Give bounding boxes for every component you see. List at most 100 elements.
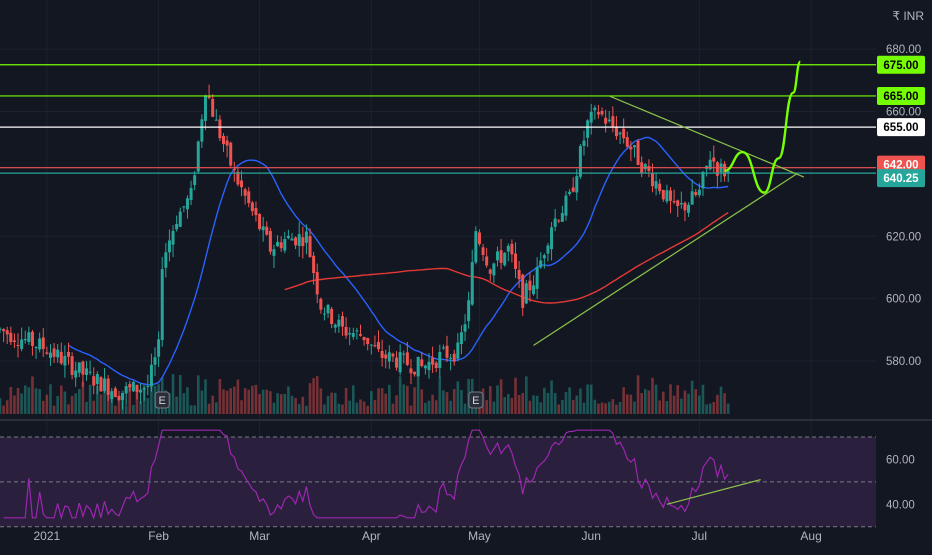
volume-bar xyxy=(694,389,698,414)
volume-bar xyxy=(716,394,719,414)
x-tick-label: 2021 xyxy=(34,529,61,543)
candle-body xyxy=(416,356,420,377)
candle-body xyxy=(380,351,384,358)
volume-bar xyxy=(254,384,258,414)
candle-body xyxy=(265,226,269,235)
volume-bar xyxy=(434,400,438,414)
volume-bar xyxy=(326,395,330,414)
volume-bar xyxy=(283,393,287,414)
candle-body xyxy=(110,391,114,400)
volume-bar xyxy=(132,404,135,414)
volume-bar xyxy=(38,389,41,414)
volume-bar xyxy=(362,401,366,414)
candle-body xyxy=(319,298,323,310)
volume-bar xyxy=(5,400,9,414)
volume-bar xyxy=(193,405,196,414)
candle-body xyxy=(333,324,337,328)
candle-body xyxy=(312,255,316,273)
price-level-tag: 655.00 xyxy=(877,118,925,137)
volume-bar xyxy=(52,405,56,414)
volume-bar xyxy=(189,405,193,414)
volume-bar xyxy=(597,403,600,414)
candle-body xyxy=(0,328,2,330)
candle-body xyxy=(290,238,294,241)
volume-bar xyxy=(377,388,380,414)
candle-body xyxy=(510,243,514,255)
candle-body xyxy=(88,371,92,373)
price-level-tag-box xyxy=(877,86,925,105)
volume-bar xyxy=(222,389,225,414)
volume-bar xyxy=(420,389,424,414)
candle-body xyxy=(128,384,132,388)
candle-body xyxy=(463,324,467,332)
y-tick-label: 580.00 xyxy=(886,356,921,368)
volume-bar xyxy=(269,391,272,414)
rsi-tick-label: 60.00 xyxy=(886,454,915,466)
candle-body xyxy=(74,370,78,378)
candle-body xyxy=(2,329,6,332)
candle-body xyxy=(449,357,453,359)
volume-bar xyxy=(388,384,391,414)
volume-bar xyxy=(719,386,723,414)
candle-body xyxy=(517,269,521,280)
volume-bar xyxy=(287,386,290,414)
candle-body xyxy=(200,119,204,142)
candle-body xyxy=(445,345,449,358)
volume-bar xyxy=(618,401,622,414)
candle-body xyxy=(304,231,308,243)
volume-bar xyxy=(207,403,211,414)
price-level-tag-box xyxy=(877,118,925,137)
volume-bar xyxy=(528,400,532,414)
candle-body xyxy=(632,145,636,148)
volume-bar xyxy=(110,394,114,414)
volume-bar xyxy=(341,404,344,414)
candle-body xyxy=(586,120,590,138)
volume-bar xyxy=(726,403,730,414)
candle-body xyxy=(600,111,604,115)
candle-body xyxy=(495,251,499,261)
candle-body xyxy=(153,357,157,365)
candle-body xyxy=(690,191,694,205)
volume-bar xyxy=(59,385,63,414)
volume-bar xyxy=(31,376,34,414)
candle-body xyxy=(427,361,431,371)
candle-body xyxy=(499,250,503,263)
candle-body xyxy=(488,269,492,274)
volume-bar xyxy=(402,384,406,414)
candle-body xyxy=(669,190,673,201)
volume-bar xyxy=(708,403,712,414)
candle-body xyxy=(27,332,31,343)
candle-body xyxy=(506,245,510,252)
volume-bar xyxy=(406,385,409,414)
price-level-tag: 675.00 xyxy=(877,55,925,74)
volume-bar xyxy=(564,392,568,414)
candle-body xyxy=(56,349,60,358)
candle-body xyxy=(672,201,676,203)
candle-body xyxy=(377,341,381,350)
candle-body xyxy=(167,240,171,253)
candle-body xyxy=(420,359,424,367)
price-level-tag-label: 642.00 xyxy=(883,160,918,172)
candle-body xyxy=(52,348,56,357)
candle-body xyxy=(5,330,9,335)
candle-body xyxy=(550,227,554,250)
volume-bar xyxy=(488,386,492,414)
volume-bar xyxy=(9,386,13,414)
price-level-tag-box xyxy=(877,55,925,74)
volume-bar xyxy=(124,405,128,414)
candle-body xyxy=(658,183,662,192)
volume-bar xyxy=(586,384,589,414)
volume-bar xyxy=(589,384,593,414)
volume-bar xyxy=(348,400,351,414)
candle-body xyxy=(402,353,406,355)
volume-bar xyxy=(690,380,694,414)
volume-bar xyxy=(323,404,326,414)
volume-bar xyxy=(49,384,52,414)
candle-body xyxy=(12,340,16,342)
candle-body xyxy=(294,237,298,246)
volume-bar xyxy=(359,399,362,414)
candle-body xyxy=(452,353,456,362)
x-tick-label: Jun xyxy=(582,529,601,543)
